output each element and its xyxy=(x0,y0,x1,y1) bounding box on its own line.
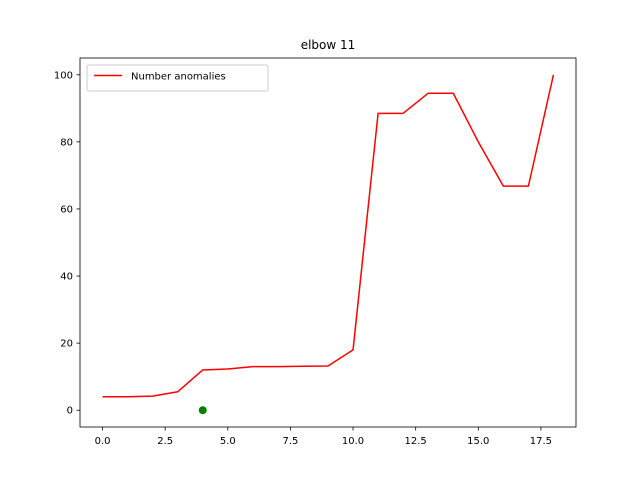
x-tick-label: 2.5 xyxy=(157,436,173,447)
x-tick-label: 17.5 xyxy=(530,436,552,447)
x-tick-label: 5.0 xyxy=(220,436,236,447)
y-tick-label: 80 xyxy=(60,137,73,148)
y-tick-label: 0 xyxy=(67,406,73,417)
x-tick-label: 0.0 xyxy=(95,436,111,447)
x-tick-label: 12.5 xyxy=(405,436,427,447)
legend-box xyxy=(86,64,269,92)
x-tick-label: 15.0 xyxy=(467,436,489,447)
series-layer xyxy=(102,74,555,415)
chart-title: elbow 11 xyxy=(301,38,356,52)
scatter-point xyxy=(198,406,207,415)
y-tick-label: 100 xyxy=(54,70,73,81)
legend: Number anomalies xyxy=(86,64,269,92)
plot-area xyxy=(80,58,576,427)
plot-frame xyxy=(79,57,577,428)
legend-label: Number anomalies xyxy=(131,72,226,83)
y-axis-ticks: 0 20 40 60 80 100 xyxy=(54,70,80,417)
x-tick-label: 10.0 xyxy=(342,436,364,447)
y-tick-label: 40 xyxy=(60,272,73,283)
x-axis-ticks: 0.0 2.5 5.0 7.5 10.0 12.5 15.0 17.5 xyxy=(95,427,552,447)
y-tick-label: 60 xyxy=(60,204,73,215)
y-tick-label: 20 xyxy=(60,339,73,350)
series-line-number-anomalies xyxy=(102,74,555,398)
x-tick-label: 7.5 xyxy=(282,436,298,447)
